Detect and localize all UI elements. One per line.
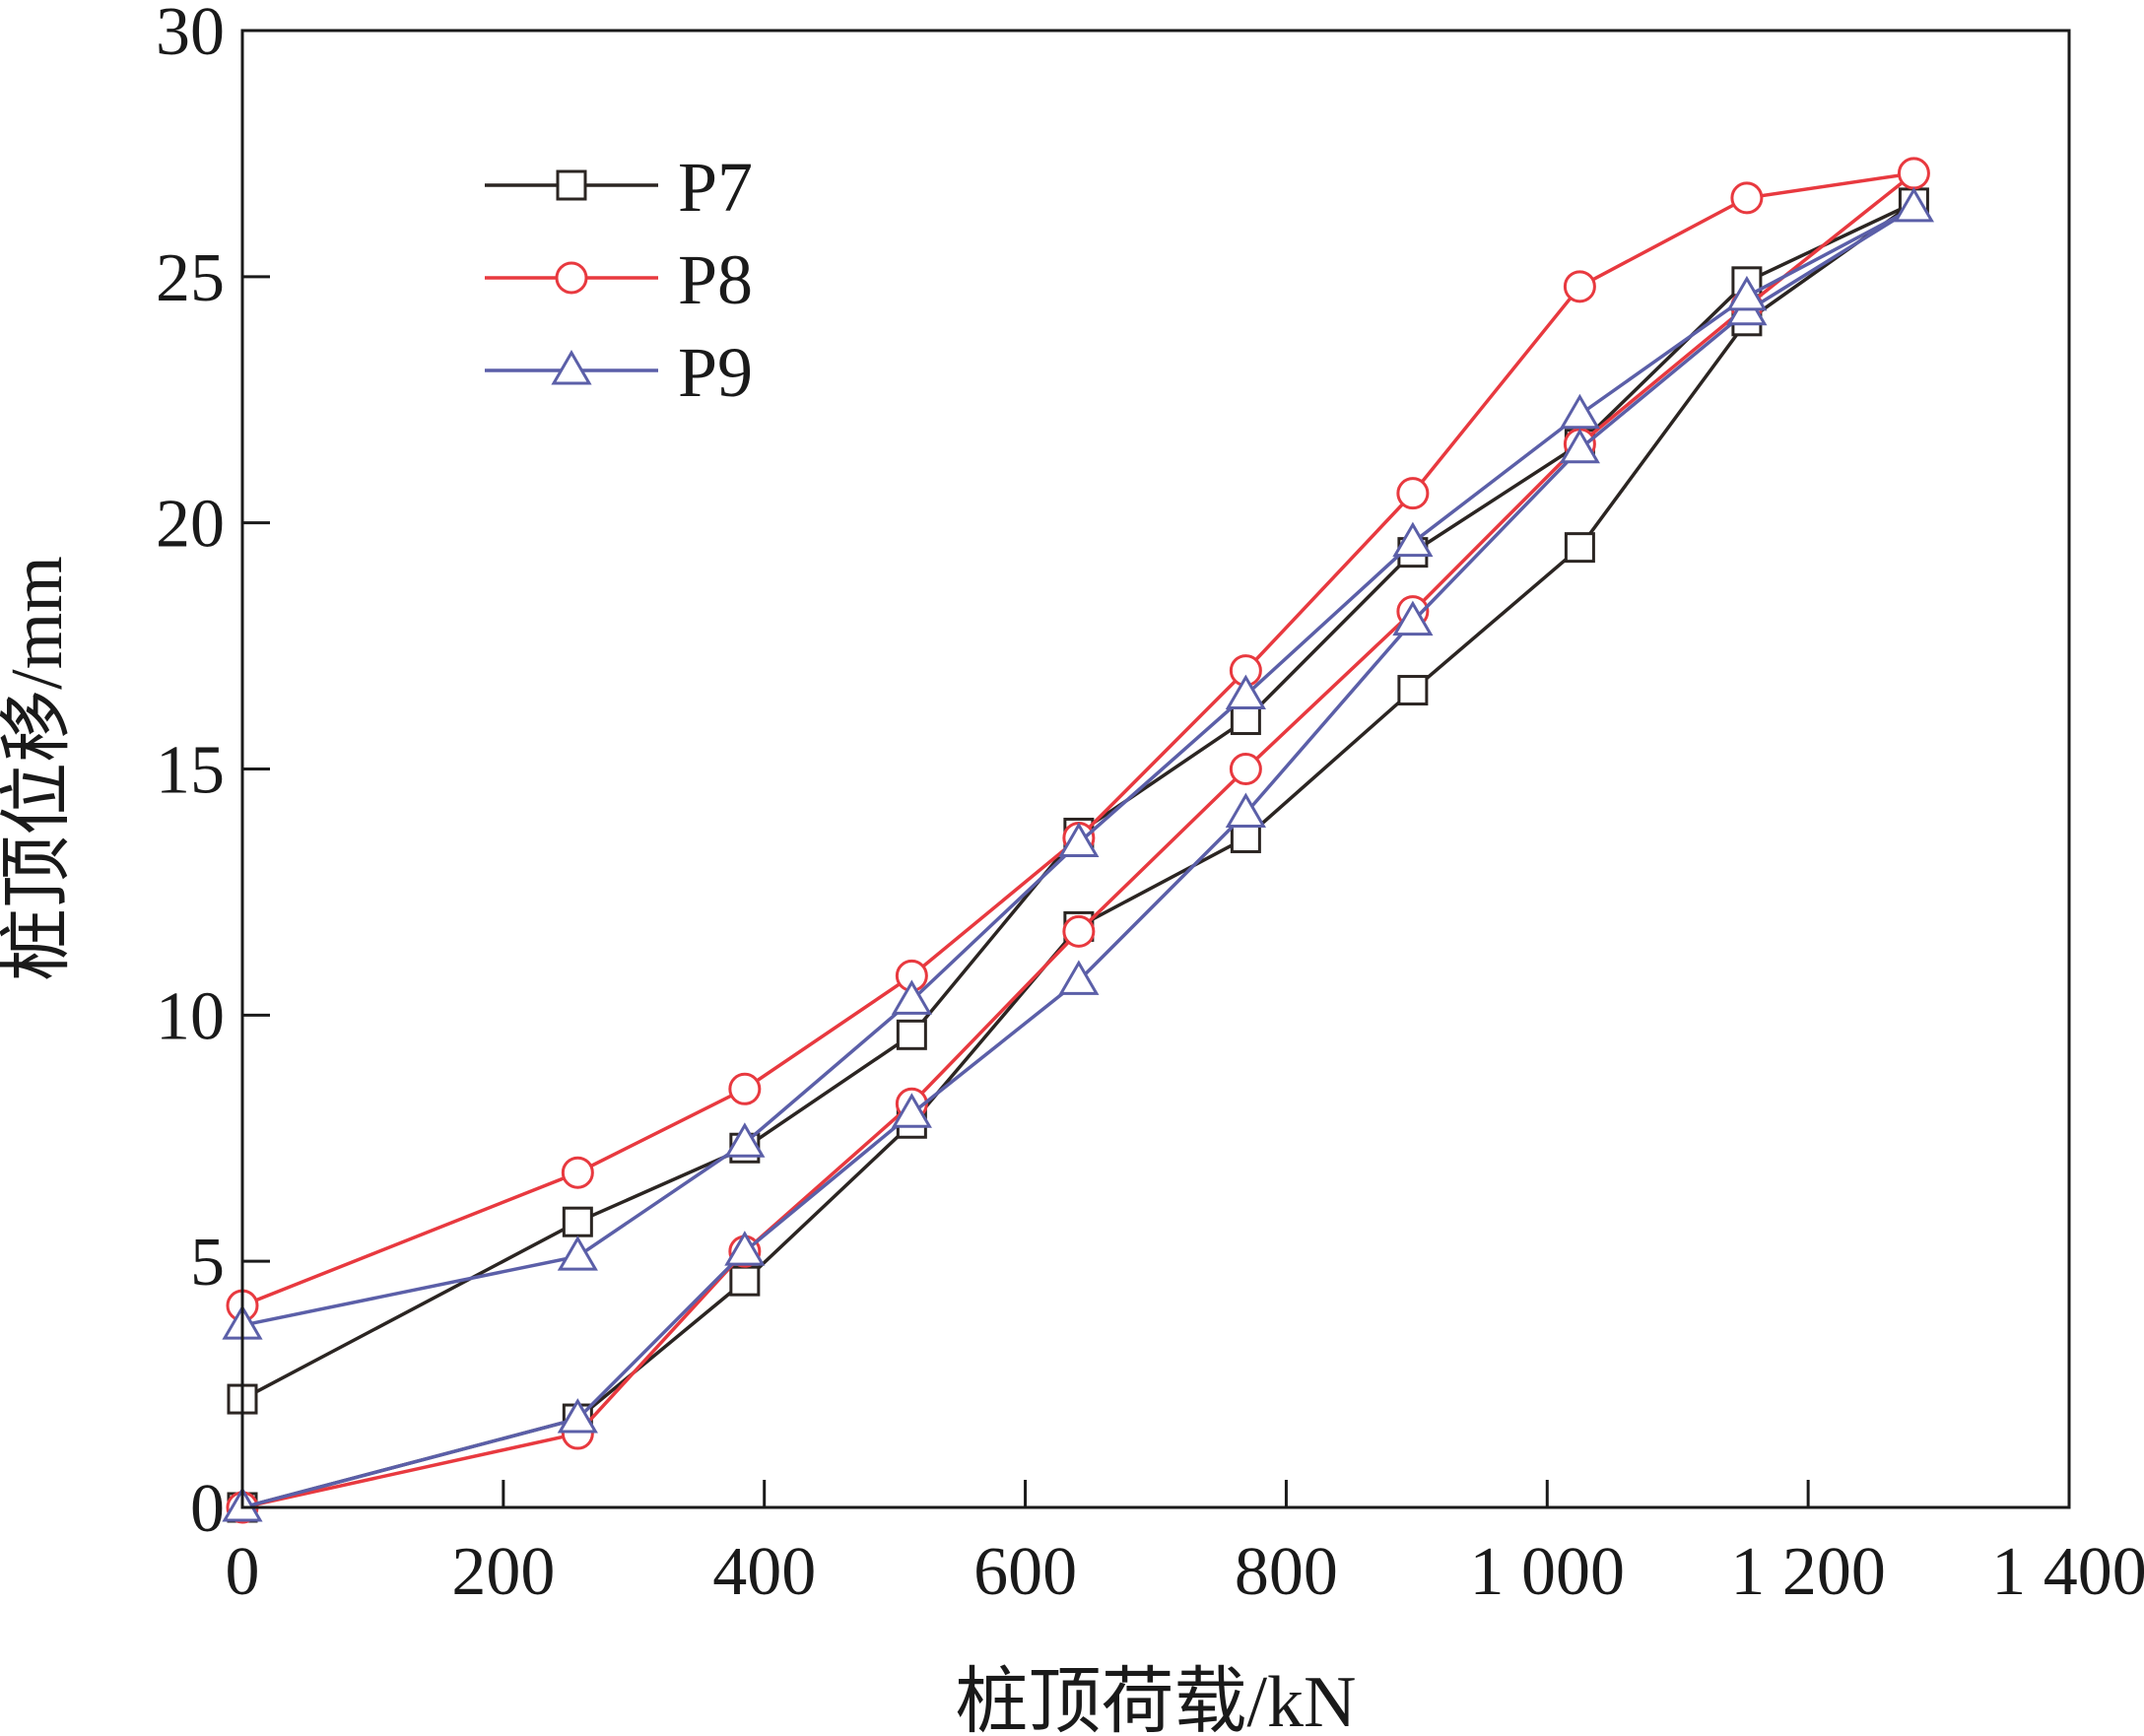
data-point-p9	[1225, 674, 1266, 710]
legend-item-p7: P7	[485, 148, 753, 227]
x-tick-label: 1 400	[1991, 1534, 2144, 1610]
data-point-p9	[1559, 428, 1600, 464]
data-point-p9	[891, 1093, 932, 1128]
data-point-p9	[1058, 822, 1100, 857]
data-point-p9	[724, 1231, 766, 1266]
data-point-p7	[1397, 675, 1429, 706]
x-tick-label: 600	[973, 1534, 1077, 1610]
legend: P7 P8 P9	[485, 148, 753, 412]
data-point-p7	[1230, 704, 1261, 736]
x-tick-label: 1 200	[1730, 1534, 1886, 1610]
y-tick-label: 0	[190, 1471, 225, 1547]
x-tick-label: 1 000	[1470, 1534, 1626, 1610]
x-tick-label: 800	[1235, 1534, 1338, 1610]
data-point-p8	[1229, 753, 1262, 785]
x-tick-label: 0	[226, 1534, 260, 1610]
data-point-p9	[557, 1398, 598, 1434]
legend-item-p8: P8	[485, 240, 753, 319]
data-point-p7	[1564, 532, 1595, 564]
data-point-p7	[562, 1206, 593, 1237]
data-point-p7	[896, 1019, 927, 1050]
y-tick-label: 30	[156, 0, 225, 70]
series-layer	[222, 157, 1935, 1524]
data-point-p8	[728, 1072, 762, 1105]
y-tick-label: 10	[156, 978, 225, 1054]
legend-label: P7	[678, 148, 753, 227]
y-axis-label: 桩顶位移/mm	[0, 556, 78, 981]
data-point-p7	[729, 1265, 761, 1297]
data-point-p9	[1392, 521, 1434, 558]
data-point-p8	[1563, 270, 1596, 303]
series-p9	[222, 186, 1935, 1522]
data-point-p8	[561, 1156, 594, 1189]
data-point-p8	[1897, 157, 1930, 190]
data-point-p9	[1726, 275, 1768, 311]
y-tick-label: 25	[156, 240, 225, 316]
legend-label: P9	[678, 333, 753, 412]
ticks-layer: 0 200 400 600 800 1 000 1 200 1 400 0 5 10 15 20 25 30	[156, 0, 2144, 1610]
x-axis-label: 桩顶荷载/kN	[956, 1662, 1357, 1736]
data-point-p9	[557, 1235, 598, 1271]
legend-label: P8	[678, 240, 753, 319]
plot-frame	[240, 29, 2071, 1509]
data-point-p9	[1559, 393, 1600, 430]
data-point-p9	[891, 979, 932, 1015]
legend-marker-square-icon	[556, 169, 587, 201]
data-point-p9	[1058, 960, 1100, 995]
data-point-p8	[1730, 181, 1764, 215]
data-point-p8	[1062, 914, 1096, 948]
legend-item-p9: P9	[485, 333, 753, 412]
legend-marker-circle-icon	[555, 261, 588, 295]
data-point-p9	[724, 1122, 766, 1158]
x-tick-label: 400	[712, 1534, 816, 1610]
y-tick-label: 20	[156, 487, 225, 563]
data-point-p9	[1893, 186, 1935, 223]
data-point-p9	[1225, 792, 1266, 828]
data-point-p9	[1392, 600, 1434, 636]
series-line-p9	[241, 206, 1915, 1509]
y-tick-label: 5	[190, 1225, 225, 1301]
y-tick-label: 15	[156, 733, 225, 809]
x-tick-label: 200	[451, 1534, 555, 1610]
data-point-p7	[1230, 822, 1261, 853]
legend-marker-triangle-icon	[551, 350, 592, 385]
data-point-p8	[1396, 477, 1430, 510]
